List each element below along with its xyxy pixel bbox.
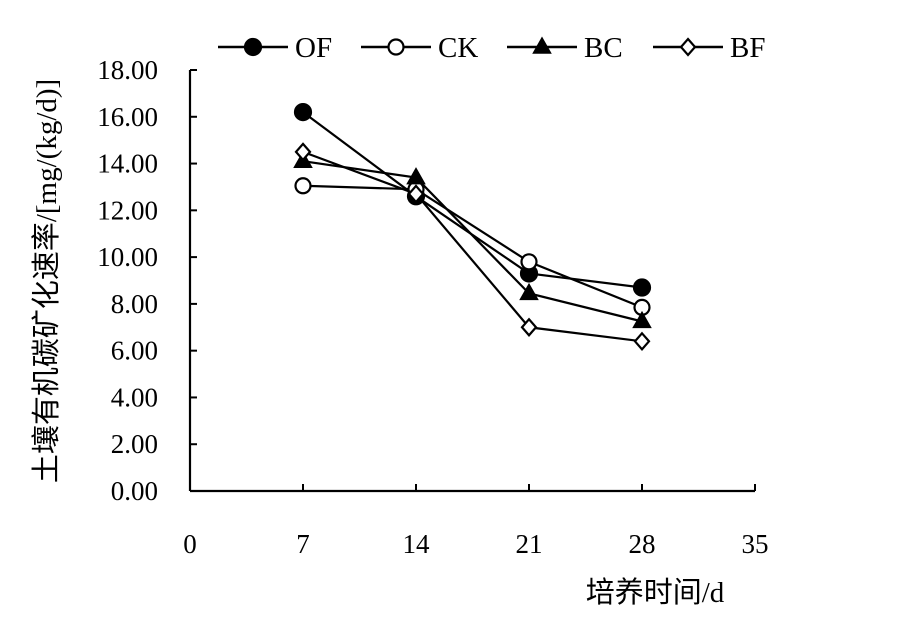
y-tick-label: 12.00: [97, 195, 158, 225]
legend-marker: [532, 36, 552, 54]
data-point: [407, 184, 425, 204]
data-point: [520, 317, 538, 337]
legend-label: OF: [295, 32, 332, 64]
y-tick-label: 0.00: [111, 476, 158, 506]
x-axis: 0 7 14 21 28 35: [183, 484, 769, 559]
legend-label: BF: [730, 32, 765, 64]
legend-marker: [387, 38, 405, 56]
legend-item-bf: BF: [653, 32, 765, 64]
y-tick-label: 14.00: [97, 149, 158, 179]
data-point: [293, 102, 313, 122]
legend-label: BC: [584, 32, 623, 64]
series-line: [302, 160, 643, 323]
series-bf: [294, 142, 651, 351]
y-tick-label: 16.00: [97, 102, 158, 132]
legend-item-bc: BC: [507, 32, 623, 64]
y-axis: 0.00 2.00 4.00 6.00 8.00 10.00 12.00 14.00 16.00…: [97, 55, 197, 506]
series-of: [293, 102, 652, 297]
x-tick-label: 21: [516, 529, 543, 559]
y-tick-label: 4.00: [111, 382, 158, 412]
legend: OF CK BC BF: [218, 32, 765, 64]
series-line: [302, 150, 643, 343]
data-point: [632, 310, 652, 329]
y-axis-label: 土壤有机碳矿化速率/[mg/(kg/d)]: [30, 79, 63, 483]
plot-area: [293, 102, 652, 351]
legend-item-of: OF: [218, 32, 332, 64]
x-tick-label: 14: [403, 529, 431, 559]
series-line: [302, 184, 643, 309]
y-tick-label: 6.00: [111, 336, 158, 366]
y-tick-label: 18.00: [97, 55, 158, 85]
legend-item-ck: CK: [361, 32, 478, 64]
x-tick-label: 35: [742, 529, 769, 559]
y-tick-label: 8.00: [111, 289, 158, 319]
legend-label: CK: [438, 32, 478, 64]
data-point: [633, 331, 651, 351]
series-ck: [294, 177, 651, 316]
data-point: [519, 282, 539, 301]
legend-marker: [679, 37, 697, 57]
x-axis-label: 培养时间/d: [586, 576, 725, 609]
legend-marker: [243, 37, 263, 57]
y-tick-label: 2.00: [111, 429, 158, 459]
data-point: [294, 177, 312, 195]
x-tick-label: 7: [296, 529, 310, 559]
x-tick-label: 0: [183, 529, 197, 559]
y-tick-label: 10.00: [97, 242, 158, 272]
data-point: [632, 278, 652, 297]
data-point: [520, 253, 538, 271]
x-tick-label: 28: [629, 529, 656, 559]
series-bc: [293, 150, 652, 329]
data-point: [406, 167, 426, 185]
data-point: [294, 142, 312, 162]
